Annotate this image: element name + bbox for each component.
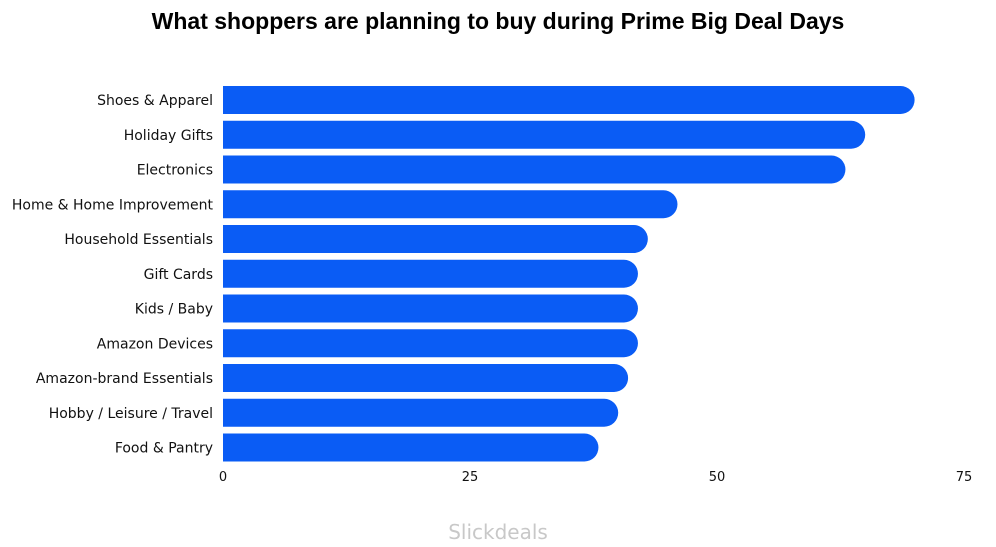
bar-household-essentials [223, 225, 648, 253]
category-label: Food & Pantry [115, 441, 213, 457]
x-axis-ticks: 0 25 50 75 [219, 470, 972, 485]
bar-amazon-brand-essentials [223, 364, 629, 392]
x-tick-label: 0 [219, 470, 227, 485]
category-label: Electronics [137, 163, 213, 179]
category-label: Household Essentials [64, 232, 213, 248]
category-label: Home & Home Improvement [12, 197, 214, 213]
x-tick-label: 50 [709, 470, 726, 485]
x-tick-label: 25 [462, 470, 479, 485]
bar-home-home-improvement [223, 190, 678, 219]
category-labels: Shoes & Apparel Holiday Gifts Electronics H… [12, 93, 214, 457]
category-label: Hobby / Leisure / Travel [49, 406, 213, 422]
bar-kids-baby [223, 294, 638, 323]
bar-gift-cards [223, 259, 638, 288]
category-label: Kids / Baby [135, 302, 213, 318]
chart-title: What shoppers are planning to buy during… [151, 8, 845, 34]
bar-shoes-apparel [223, 86, 915, 115]
bars-group [223, 86, 915, 462]
bar-amazon-devices [223, 329, 638, 358]
category-label: Shoes & Apparel [97, 93, 213, 109]
bar-food-pantry [223, 433, 599, 462]
bar-hobby-leisure-travel [223, 398, 619, 427]
category-label: Holiday Gifts [124, 128, 213, 144]
x-tick-label: 75 [956, 470, 973, 485]
source-label: Slickdeals [448, 520, 548, 544]
bar-electronics [223, 155, 846, 184]
category-label: Amazon-brand Essentials [36, 371, 213, 387]
category-label: Gift Cards [144, 267, 213, 283]
bar-holiday-gifts [223, 120, 866, 149]
category-label: Amazon Devices [97, 336, 213, 352]
